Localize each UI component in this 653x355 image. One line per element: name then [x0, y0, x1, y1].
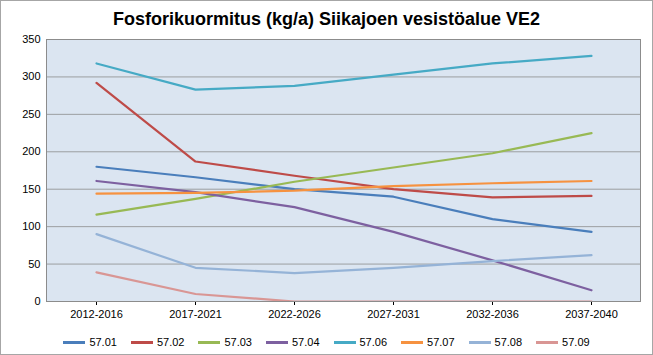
html-text:57.04: 57.04: [292, 336, 320, 348]
html-text:57.03: 57.03: [224, 336, 252, 348]
html-text:57.07: 57.07: [427, 336, 455, 348]
svg-text:2027-2031: 2027-2031: [367, 308, 420, 320]
svg-text:2012-2016: 2012-2016: [70, 308, 123, 320]
html-text:57.01: 57.01: [89, 336, 117, 348]
html-text:57.09: 57.09: [562, 336, 590, 348]
svg-text:150: 150: [22, 183, 40, 195]
svg-text:2032-2036: 2032-2036: [466, 308, 519, 320]
html-text:57.08: 57.08: [494, 336, 523, 348]
html-text:57.02: 57.02: [156, 336, 185, 348]
html-text:57.06: 57.06: [359, 336, 387, 348]
svg-text:200: 200: [22, 145, 40, 157]
svg-text:250: 250: [22, 108, 40, 120]
svg-text:100: 100: [22, 220, 40, 232]
svg-text:2017-2021: 2017-2021: [169, 308, 222, 320]
svg-text:0: 0: [34, 295, 40, 307]
svg-text:300: 300: [22, 70, 40, 82]
svg-text:2022-2026: 2022-2026: [268, 308, 321, 320]
svg-text:50: 50: [28, 258, 40, 270]
svg-text:350: 350: [22, 33, 40, 45]
html-text:Fosforikuormitus (kg/a) Siikaj: Fosforikuormitus (kg/a) Siikajoen vesist…: [112, 9, 541, 29]
svg-text:2037-2040: 2037-2040: [565, 308, 618, 320]
